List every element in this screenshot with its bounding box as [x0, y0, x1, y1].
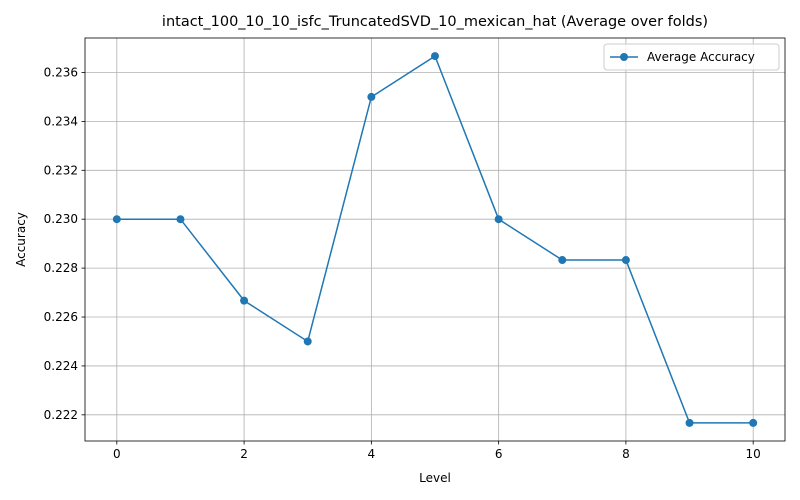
data-point [112, 215, 121, 224]
y-axis-label: Accuracy [14, 212, 28, 267]
chart-title: intact_100_10_10_isfc_TruncatedSVD_10_me… [162, 14, 708, 30]
data-point [494, 215, 503, 224]
x-axis-label: Level [419, 471, 451, 485]
data-series [112, 52, 758, 427]
legend-marker [620, 53, 628, 61]
data-point [749, 418, 758, 427]
data-point [176, 215, 185, 224]
y-tick-label: 0.230 [44, 212, 78, 226]
x-tick-label: 8 [622, 447, 630, 461]
plot-area [84, 37, 786, 442]
data-point [367, 92, 376, 101]
x-tick-label: 4 [368, 447, 376, 461]
data-point [685, 418, 694, 427]
data-point [621, 256, 630, 265]
x-tick-label: 6 [495, 447, 503, 461]
x-tick-label: 10 [746, 447, 761, 461]
x-tick-label: 0 [113, 447, 121, 461]
y-tick-label: 0.234 [44, 114, 78, 128]
axis-ticks: 0 2 4 6 8 10 0.222 0.224 0.226 0.228 0.230 0.232 0.2… [44, 65, 761, 461]
data-point [558, 256, 567, 265]
data-point [240, 296, 249, 305]
data-point [431, 52, 439, 61]
legend: Average Accuracy [603, 43, 780, 71]
x-tick-label: 2 [240, 447, 248, 461]
y-tick-label: 0.224 [44, 359, 78, 373]
data-point [303, 337, 312, 346]
grid [85, 38, 785, 441]
y-tick-label: 0.232 [44, 163, 78, 177]
y-tick-label: 0.226 [44, 310, 78, 324]
y-tick-label: 0.228 [44, 261, 78, 275]
y-tick-label: 0.222 [44, 408, 78, 422]
legend-box [603, 43, 780, 71]
y-tick-label: 0.236 [44, 65, 78, 79]
legend-label: Average Accuracy [647, 50, 755, 64]
